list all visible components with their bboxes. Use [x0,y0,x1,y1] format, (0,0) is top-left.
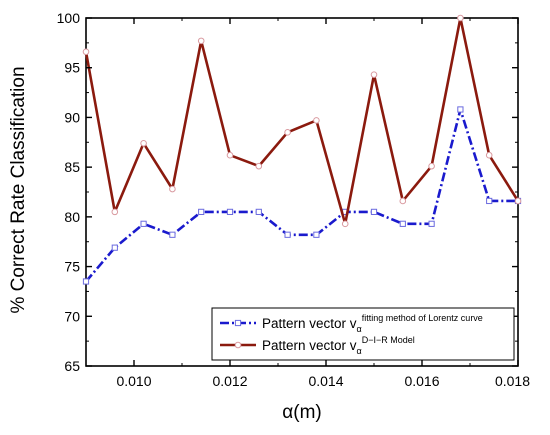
y-tick-label: 90 [64,109,80,125]
data-point-square [226,208,234,215]
data-point-square [284,231,291,238]
data-point-circle [485,151,493,159]
data-point-circle [140,139,147,147]
x-tick-label: 0.016 [404,373,439,389]
legend-label-superscript: D−I−R Model [362,335,415,345]
data-point-square [111,244,118,251]
data-point-square [255,208,262,215]
data-point-square [370,208,378,215]
y-axis-title: % Correct Rate Classification [8,66,29,313]
data-point-circle [341,220,349,228]
y-tick-label: 100 [57,10,81,26]
data-point-square [399,220,406,227]
data-point-circle [370,71,378,78]
series-layer [82,14,522,285]
data-point-circle [111,208,119,216]
x-tick-label: 0.010 [116,373,151,389]
data-point-circle [284,129,291,136]
data-point-circle [169,185,176,193]
data-point-circle [313,117,320,124]
x-tick-label: 0.018 [495,373,530,389]
series-line-2 [84,16,520,226]
legend-label-main: Pattern vector v [262,338,357,353]
legend-swatch-marker [234,341,242,349]
y-tick-label: 80 [64,209,80,225]
data-point-square [140,220,147,227]
x-tick-label: 0.012 [212,373,247,389]
data-point-circle [457,14,464,22]
legend-label-subscript: α [357,324,362,334]
data-point-square [169,231,176,238]
data-point-square [82,278,90,285]
x-tick-label: 0.014 [308,373,343,389]
data-point-circle [428,162,435,170]
legend-label-superscript: fitting method of Lorentz curve [362,313,483,323]
y-tick-label: 65 [64,358,80,374]
legend-label-1: Pattern vector vαfitting method of Loren… [262,313,483,334]
legend-swatch-marker [234,319,242,327]
data-point-circle [197,37,205,45]
data-point-square [457,106,464,113]
data-point-circle [514,197,522,205]
y-tick-label: 70 [64,308,80,324]
data-point-circle [255,162,263,170]
legend-label-2: Pattern vector vαD−I−R Model [262,335,415,356]
y-tick-label: 95 [64,60,80,76]
data-point-square [486,197,493,205]
data-point-circle [82,48,90,56]
data-point-circle [399,197,407,205]
legend: Pattern vector vαfitting method of Loren… [211,307,515,361]
legend-label-subscript: α [357,346,362,356]
x-axis-title: α(m) [282,402,321,423]
legend-label-main: Pattern vector v [262,316,357,331]
legend-box [211,307,515,361]
data-point-square [198,208,205,215]
data-point-square [428,220,435,227]
y-tick-label: 75 [64,259,80,275]
data-point-circle [226,151,234,159]
y-tick-label: 85 [64,159,80,175]
data-point-square [313,231,320,238]
axes-layer: 65 70 75 80 85 90 95 100 0.010 0.012 0.014 0.016 0.0… [57,10,531,389]
series-line-1 [85,108,518,283]
